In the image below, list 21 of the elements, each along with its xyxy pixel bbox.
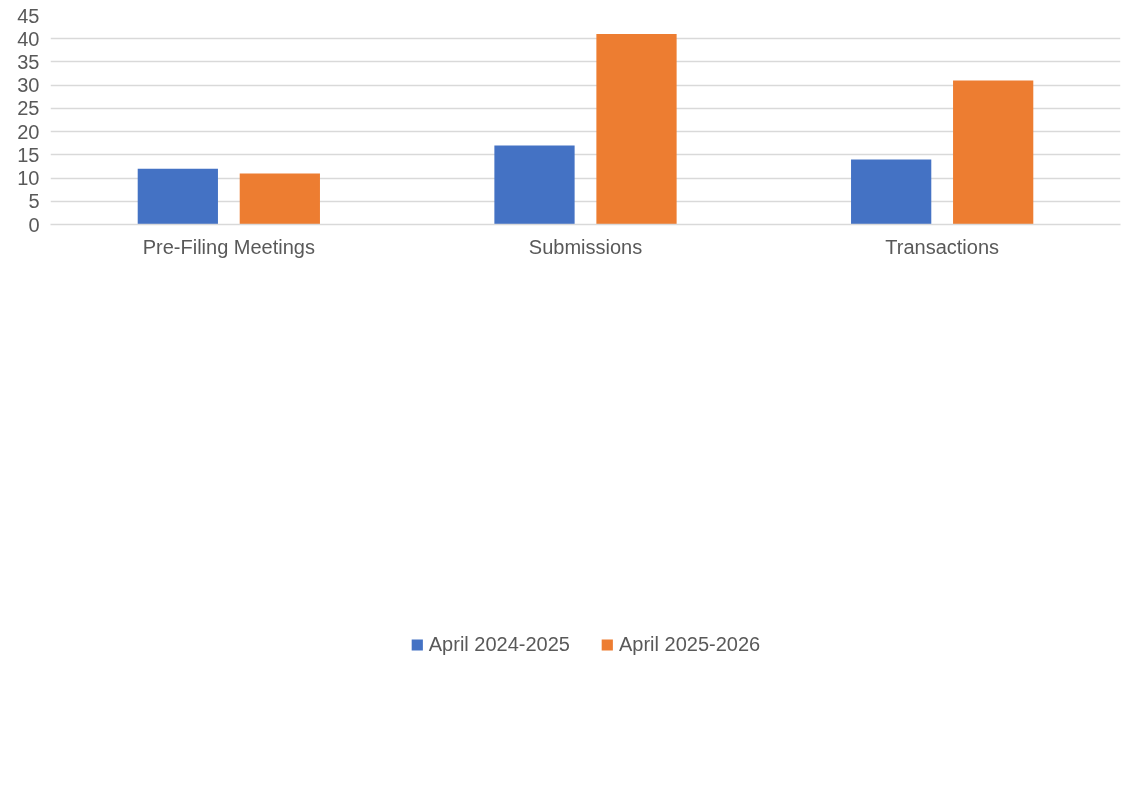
y-tick-label: 40 [17, 27, 40, 50]
bar [953, 80, 1034, 225]
x-tick-label: Pre-Filing Meetings [142, 235, 315, 258]
y-tick-label: 30 [17, 74, 40, 97]
y-tick-label: 10 [17, 167, 40, 190]
bar [596, 34, 677, 225]
x-tick-label: Transactions [885, 235, 1000, 258]
y-tick-label: 15 [17, 143, 40, 166]
x-tick-label: Submissions [528, 235, 643, 258]
bar [239, 173, 320, 225]
y-tick-label: 0 [28, 213, 40, 236]
bar [137, 168, 218, 225]
y-tick-label: 5 [28, 190, 40, 213]
legend-label: April 2024-2025 [428, 632, 570, 656]
bar [494, 145, 575, 225]
y-tick-label: 45 [17, 4, 40, 27]
y-tick-label: 20 [17, 120, 40, 143]
legend-label: April 2025-2026 [619, 632, 761, 656]
bar [851, 159, 932, 225]
y-tick-label: 35 [17, 50, 40, 73]
y-tick-label: 25 [17, 97, 40, 120]
